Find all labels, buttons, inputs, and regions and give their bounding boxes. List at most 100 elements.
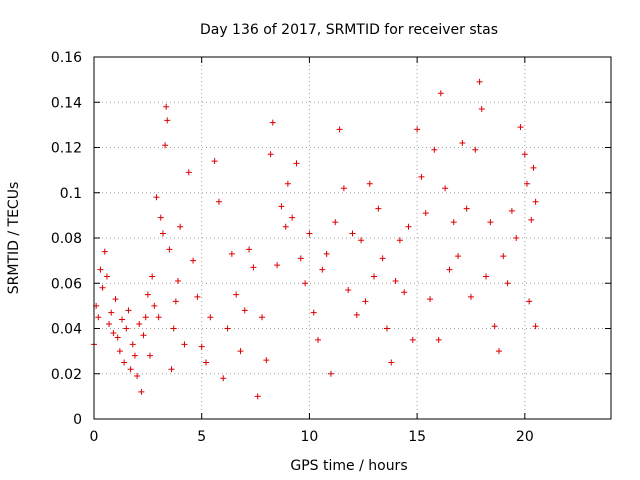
data-point bbox=[532, 198, 539, 205]
x-tick-label: 15 bbox=[408, 429, 426, 445]
data-point bbox=[327, 370, 334, 377]
data-point bbox=[136, 320, 143, 327]
data-point bbox=[450, 219, 457, 226]
data-point bbox=[366, 180, 373, 187]
data-point bbox=[207, 314, 214, 321]
data-point bbox=[121, 359, 128, 366]
data-point bbox=[332, 219, 339, 226]
axis-ticks bbox=[93, 56, 611, 420]
data-point bbox=[269, 119, 276, 126]
data-point bbox=[123, 325, 130, 332]
data-point bbox=[211, 158, 218, 165]
data-point bbox=[495, 348, 502, 355]
data-point bbox=[310, 309, 317, 316]
data-point bbox=[149, 273, 156, 280]
data-point bbox=[483, 273, 490, 280]
y-tick-label: 0.08 bbox=[51, 231, 82, 247]
data-point bbox=[284, 180, 291, 187]
data-point bbox=[517, 124, 524, 131]
data-point bbox=[323, 250, 330, 257]
data-point bbox=[340, 185, 347, 192]
data-point bbox=[401, 289, 408, 296]
data-point bbox=[220, 375, 227, 382]
data-point bbox=[336, 126, 343, 133]
data-point bbox=[168, 366, 175, 373]
data-point bbox=[491, 323, 498, 330]
data-point bbox=[528, 216, 535, 223]
y-tick-label: 0.16 bbox=[51, 50, 82, 66]
data-point bbox=[418, 173, 425, 180]
data-point bbox=[95, 314, 102, 321]
x-tick-labels: 0 5 10 15 20 bbox=[90, 429, 534, 445]
data-point bbox=[476, 78, 483, 85]
data-point bbox=[431, 146, 438, 153]
data-point bbox=[532, 323, 539, 330]
y-tick-label: 0.04 bbox=[51, 322, 82, 338]
data-point bbox=[131, 352, 138, 359]
data-point bbox=[530, 164, 537, 171]
data-point bbox=[103, 273, 110, 280]
data-point bbox=[392, 277, 399, 284]
data-point bbox=[405, 223, 412, 230]
data-point bbox=[140, 332, 147, 339]
data-point bbox=[181, 341, 188, 348]
data-point bbox=[508, 207, 515, 214]
data-point bbox=[427, 296, 434, 303]
data-point bbox=[233, 291, 240, 298]
data-point bbox=[215, 198, 222, 205]
data-point bbox=[119, 316, 126, 323]
data-point bbox=[521, 151, 528, 158]
x-tick-label: 10 bbox=[301, 429, 319, 445]
data-point bbox=[523, 180, 530, 187]
data-point bbox=[175, 277, 182, 284]
data-point bbox=[198, 343, 205, 350]
data-point bbox=[422, 210, 429, 217]
data-point bbox=[358, 237, 365, 244]
data-point bbox=[353, 311, 360, 318]
data-point bbox=[437, 90, 444, 97]
x-axis-label: GPS time / hours bbox=[290, 458, 407, 474]
data-point bbox=[383, 325, 390, 332]
data-point bbox=[362, 298, 369, 305]
data-point bbox=[110, 330, 117, 337]
data-point bbox=[267, 151, 274, 158]
data-point bbox=[203, 359, 210, 366]
data-point bbox=[155, 314, 162, 321]
data-point bbox=[306, 230, 313, 237]
data-point bbox=[278, 203, 285, 210]
data-point bbox=[379, 255, 386, 262]
y-tick-label: 0.12 bbox=[51, 141, 82, 157]
data-point bbox=[112, 296, 119, 303]
data-point bbox=[463, 205, 470, 212]
data-point bbox=[282, 223, 289, 230]
data-point bbox=[97, 266, 104, 273]
data-point bbox=[116, 348, 123, 355]
data-point bbox=[159, 230, 166, 237]
data-point bbox=[190, 257, 197, 264]
data-point bbox=[302, 280, 309, 287]
data-point bbox=[144, 291, 151, 298]
data-point bbox=[237, 348, 244, 355]
plot-frame bbox=[93, 56, 612, 420]
data-point bbox=[147, 352, 154, 359]
data-point bbox=[157, 214, 164, 221]
data-point bbox=[162, 142, 169, 149]
data-point bbox=[349, 230, 356, 237]
y-tick-label: 0.14 bbox=[51, 95, 82, 111]
y-tick-labels: 0 0.02 0.04 0.06 0.08 0.1 0.12 0.14 0.16 bbox=[51, 50, 82, 428]
data-point bbox=[125, 307, 132, 314]
data-point bbox=[170, 325, 177, 332]
data-point bbox=[446, 266, 453, 273]
data-point bbox=[153, 194, 160, 201]
data-point bbox=[467, 293, 474, 300]
data-point bbox=[375, 205, 382, 212]
data-point bbox=[297, 255, 304, 262]
data-point bbox=[106, 320, 113, 327]
x-tick-label: 20 bbox=[516, 429, 534, 445]
data-point bbox=[442, 185, 449, 192]
data-point bbox=[472, 146, 479, 153]
data-point bbox=[435, 336, 442, 343]
data-point bbox=[396, 237, 403, 244]
data-point bbox=[166, 246, 173, 253]
grid bbox=[94, 57, 611, 419]
